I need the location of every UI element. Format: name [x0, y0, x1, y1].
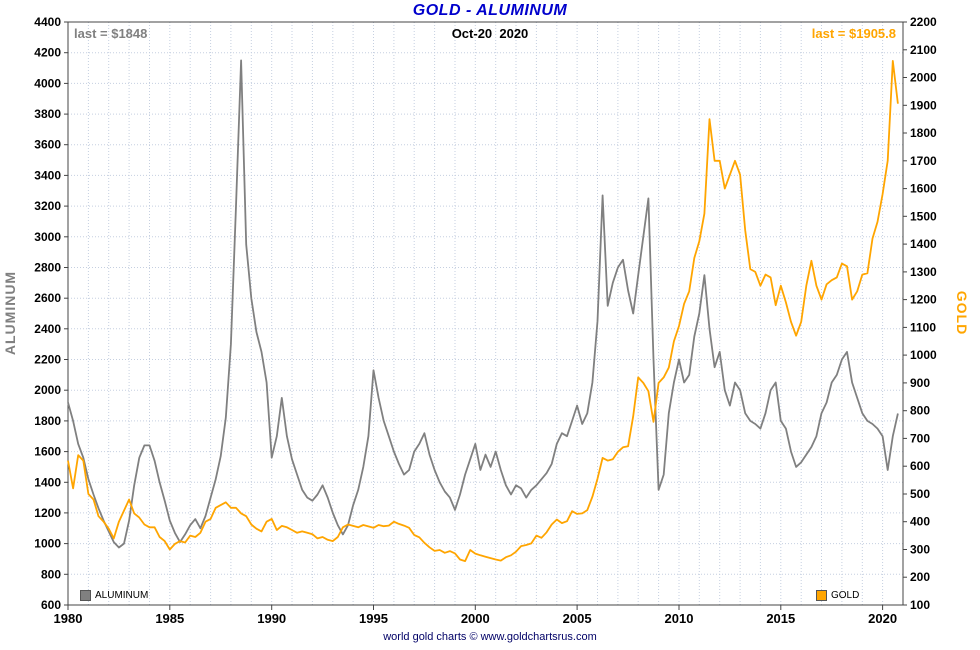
svg-text:2005: 2005	[563, 611, 592, 626]
svg-text:4200: 4200	[34, 46, 61, 60]
svg-text:3400: 3400	[34, 168, 61, 182]
svg-text:2000: 2000	[461, 611, 490, 626]
svg-text:400: 400	[910, 515, 930, 529]
svg-text:200: 200	[910, 570, 930, 584]
svg-text:1500: 1500	[910, 209, 937, 223]
svg-text:500: 500	[910, 487, 930, 501]
svg-text:2100: 2100	[910, 43, 937, 57]
svg-text:2200: 2200	[910, 15, 937, 29]
chart-footer: world gold charts © www.goldchartsrus.co…	[383, 631, 597, 643]
svg-text:4000: 4000	[34, 76, 61, 90]
svg-text:1000: 1000	[910, 348, 937, 362]
svg-text:1400: 1400	[910, 237, 937, 251]
chart-title: GOLD - ALUMINUM	[412, 2, 568, 19]
aluminum-last-value: last = $1848	[74, 26, 148, 41]
svg-text:1100: 1100	[910, 320, 936, 334]
right-axis-title: GOLD	[954, 290, 970, 336]
svg-text:600: 600	[41, 598, 61, 612]
svg-text:800: 800	[910, 404, 930, 418]
svg-text:3000: 3000	[34, 230, 61, 244]
svg-text:1700: 1700	[910, 154, 937, 168]
svg-text:1800: 1800	[34, 414, 61, 428]
left-axis-title: ALUMINUM	[2, 270, 18, 356]
svg-text:2600: 2600	[34, 291, 61, 305]
svg-text:100: 100	[910, 598, 930, 612]
chart-subtitle: Oct-20 2020	[451, 26, 529, 41]
legend-aluminum: ALUMINUM	[80, 590, 148, 601]
gold-last-value: last = $1905.8	[811, 26, 896, 41]
svg-text:900: 900	[910, 376, 930, 390]
gold-swatch	[816, 590, 827, 601]
svg-text:2000: 2000	[34, 383, 61, 397]
svg-text:1990: 1990	[257, 611, 286, 626]
svg-text:1980: 1980	[54, 611, 83, 626]
svg-text:1600: 1600	[34, 445, 61, 459]
svg-text:2000: 2000	[910, 71, 937, 85]
svg-text:700: 700	[910, 431, 930, 445]
aluminum-swatch	[80, 590, 91, 601]
svg-text:800: 800	[41, 567, 61, 581]
svg-text:300: 300	[910, 543, 930, 557]
svg-text:600: 600	[910, 459, 930, 473]
svg-text:2010: 2010	[665, 611, 694, 626]
svg-text:4400: 4400	[34, 15, 61, 29]
svg-text:3600: 3600	[34, 138, 61, 152]
svg-text:2200: 2200	[34, 353, 61, 367]
svg-text:1200: 1200	[34, 506, 61, 520]
svg-text:1985: 1985	[155, 611, 184, 626]
legend-aluminum-label: ALUMINUM	[95, 590, 149, 601]
svg-text:1400: 1400	[34, 475, 61, 489]
svg-text:1300: 1300	[910, 265, 937, 279]
svg-text:3200: 3200	[34, 199, 61, 213]
svg-text:3800: 3800	[34, 107, 61, 121]
svg-text:1200: 1200	[910, 293, 937, 307]
svg-text:1000: 1000	[34, 537, 61, 551]
svg-text:1995: 1995	[359, 611, 388, 626]
svg-text:2800: 2800	[34, 261, 61, 275]
svg-text:1600: 1600	[910, 182, 937, 196]
legend-gold-label: GOLD	[831, 590, 860, 601]
svg-text:1800: 1800	[910, 126, 937, 140]
svg-text:2400: 2400	[34, 322, 61, 336]
svg-text:1900: 1900	[910, 98, 937, 112]
legend-gold: GOLD	[816, 590, 859, 601]
svg-text:2015: 2015	[766, 611, 795, 626]
svg-text:2020: 2020	[868, 611, 897, 626]
